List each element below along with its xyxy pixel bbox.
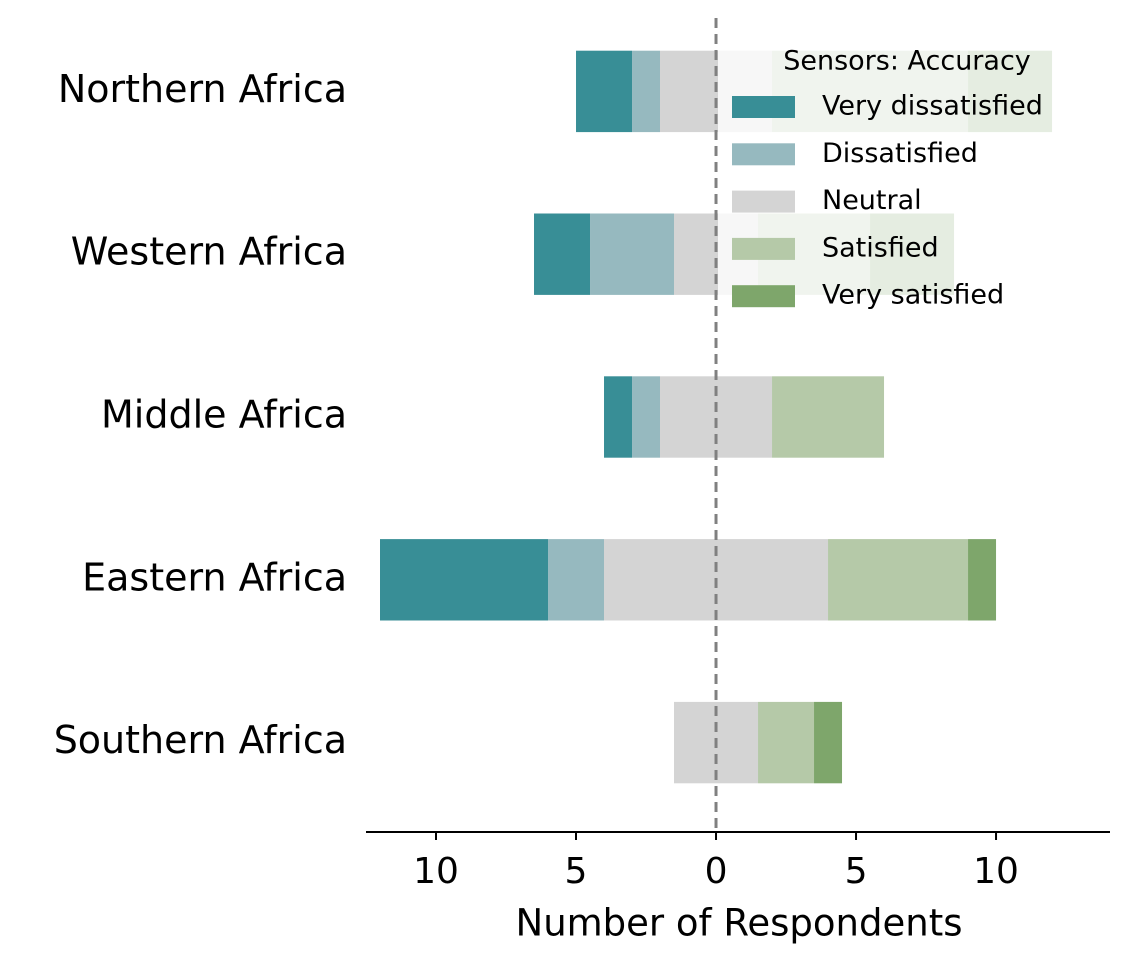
bar-segment (632, 50, 661, 133)
bar-segment (814, 701, 843, 784)
y-tick-label: Western Africa (71, 230, 347, 274)
legend-label: Neutral (822, 185, 922, 216)
legend-title: Sensors: Accuracy (783, 46, 1031, 77)
y-tick-label: Middle Africa (101, 393, 347, 437)
bar-segment (534, 213, 591, 295)
bar-segment (604, 376, 633, 458)
bar-segment (548, 539, 605, 621)
bar-segment (968, 539, 997, 621)
legend-label: Very satisfied (822, 280, 1004, 311)
legend-swatch (732, 237, 795, 260)
legend-label: Dissatisfied (822, 138, 978, 169)
legend: Sensors: Accuracy Very dissatisfied Dissat… (718, 36, 1092, 322)
x-tick-label: 10 (973, 851, 1019, 892)
bar-segment (758, 701, 815, 784)
legend-swatch (732, 96, 795, 118)
x-tick-label: 5 (565, 851, 588, 892)
legend-box (718, 36, 1092, 322)
bar-segment (632, 376, 661, 458)
y-tick-label: Eastern Africa (82, 555, 347, 599)
bar-segment (828, 539, 969, 621)
bar-segment (590, 213, 675, 295)
legend-swatch (732, 285, 795, 308)
bar-segment (772, 376, 885, 458)
bar-segment (380, 539, 549, 621)
x-tick-label: 5 (845, 851, 868, 892)
x-tick-label: 10 (413, 851, 459, 892)
legend-swatch (732, 190, 795, 213)
legend-label: Very dissatisfied (822, 91, 1043, 122)
y-tick-label: Northern Africa (58, 67, 347, 111)
x-axis-label: Number of Respondents (516, 902, 963, 945)
x-tick-label: 0 (705, 851, 728, 892)
y-tick-label: Southern Africa (54, 718, 347, 762)
legend-swatch (732, 143, 795, 166)
legend-label: Satisfied (822, 232, 939, 263)
bar-segment (576, 50, 633, 133)
